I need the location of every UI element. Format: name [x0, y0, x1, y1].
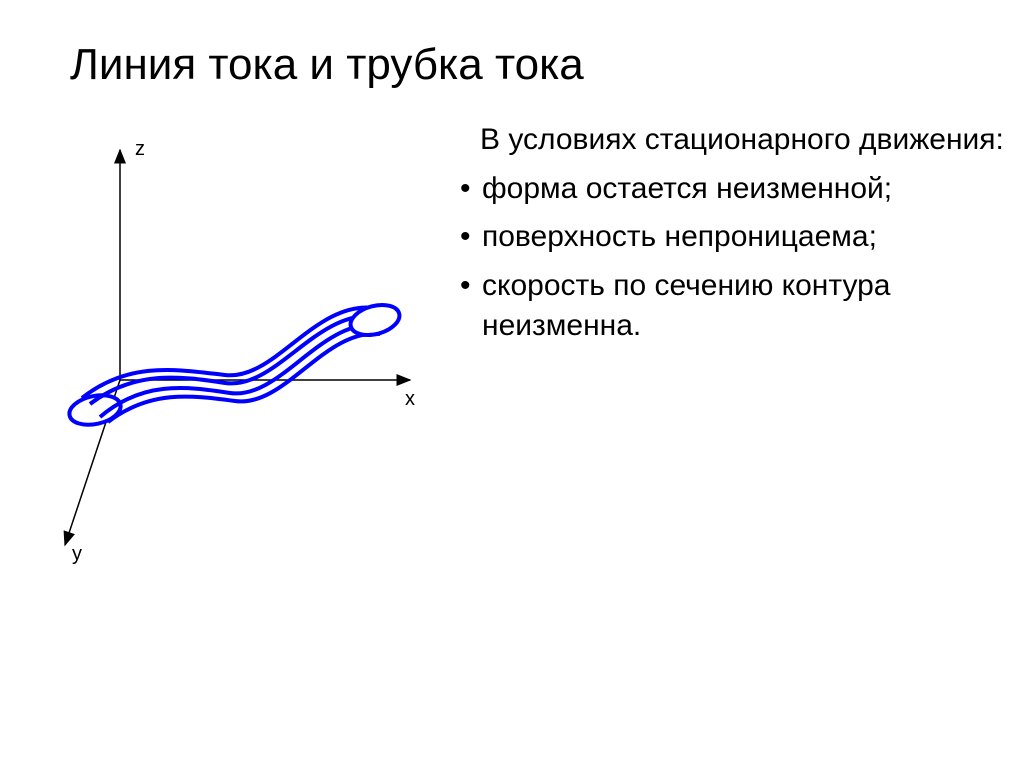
bullet-item: форма остается неизменной; [460, 169, 1004, 210]
bullet-item: поверхность непроницаема; [460, 217, 1004, 258]
x-axis-label: x [405, 388, 415, 410]
diagram-area: z x y [30, 120, 430, 570]
content-wrapper: z x y В условиях стационарного движения:… [0, 110, 1024, 570]
slide-title: Линия тока и трубка тока [0, 0, 1024, 110]
y-axis-label: y [72, 543, 82, 565]
bullet-list: форма остается неизменной; поверхность н… [440, 169, 1004, 347]
tube-right-opening [347, 300, 403, 340]
text-area: В условиях стационарного движения: форма… [430, 120, 1024, 570]
streamline-top-mid [90, 316, 373, 404]
stream-tube-diagram: z x y [30, 120, 430, 570]
bullet-item: скорость по сечению контура неизменна. [460, 266, 1004, 347]
tube-left-opening [67, 391, 124, 429]
z-axis-label: z [135, 138, 145, 160]
intro-text: В условиях стационарного движения: [440, 120, 1004, 161]
